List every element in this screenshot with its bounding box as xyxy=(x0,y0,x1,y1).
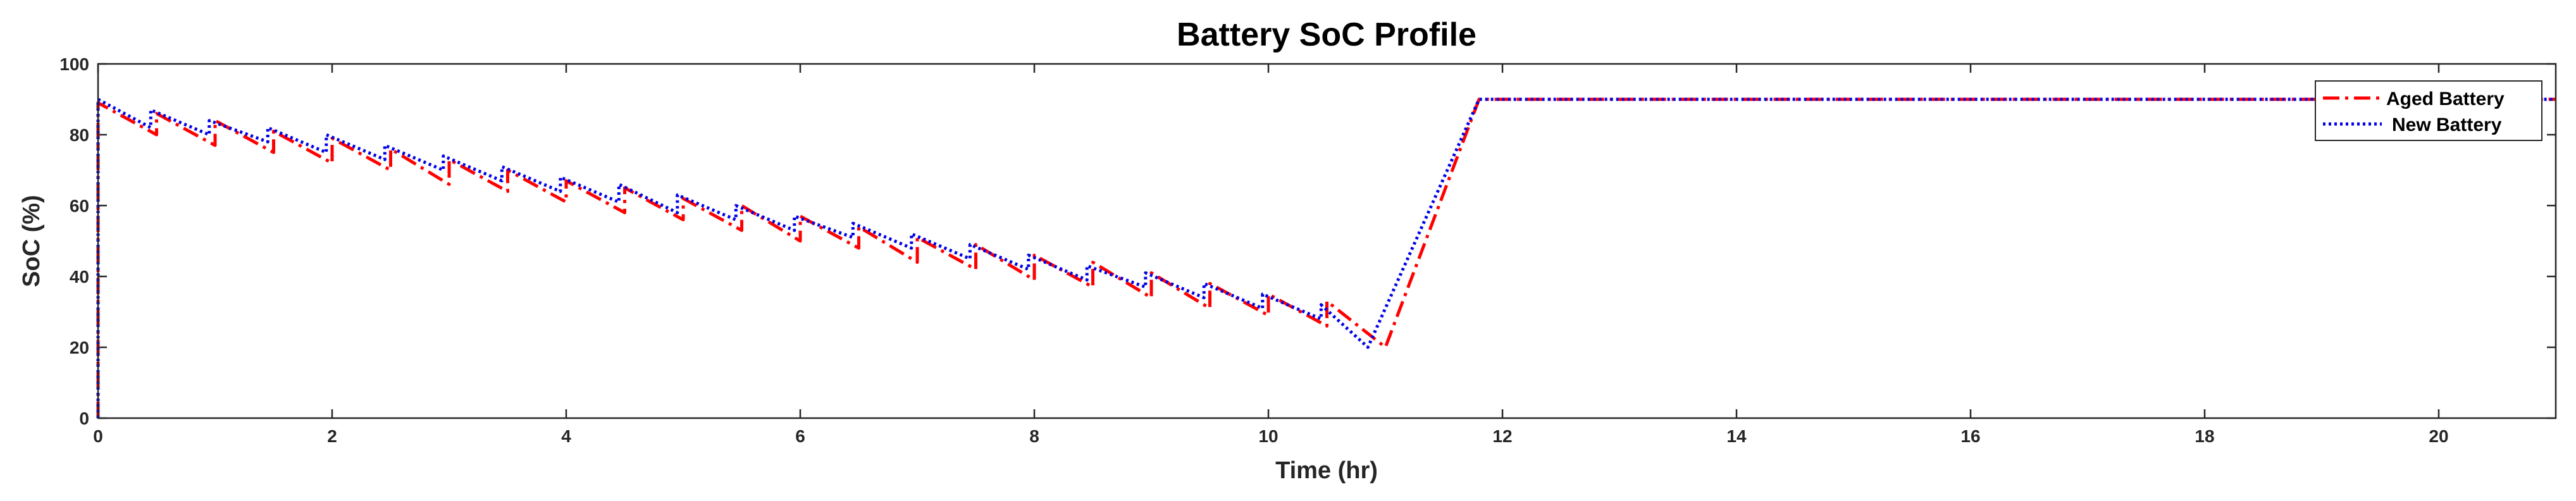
x-tick-label-2: 4 xyxy=(561,426,571,446)
y-tick-labels: 0 20 40 60 80 100 xyxy=(59,54,89,428)
x-tick-label-4: 8 xyxy=(1029,426,1039,446)
x-axis-title: Time (hr) xyxy=(1275,457,1378,484)
x-tick-label-5: 10 xyxy=(1258,426,1278,446)
y-tick-label-4: 80 xyxy=(70,125,89,145)
x-tick-label-10: 20 xyxy=(2429,426,2448,446)
x-tick-label-8: 16 xyxy=(1960,426,1980,446)
x-tick-label-3: 6 xyxy=(795,426,805,446)
legend-box xyxy=(2315,80,2542,141)
series-lines xyxy=(96,97,2556,418)
y-tick-label-3: 60 xyxy=(70,196,89,216)
series-line-aged-battery xyxy=(96,97,2556,418)
legend-label-aged-battery: Aged Battery xyxy=(2386,89,2505,109)
y-tick-label-1: 20 xyxy=(70,338,89,357)
chart-title: Battery SoC Profile xyxy=(1177,16,1477,53)
x-tick-label-0: 0 xyxy=(93,426,103,446)
x-tick-label-9: 18 xyxy=(2195,426,2214,446)
x-tick-label-1: 2 xyxy=(327,426,337,446)
x-tick-label-7: 14 xyxy=(1726,426,1747,446)
plot-area xyxy=(98,64,2556,418)
plot-frame xyxy=(97,63,2557,419)
series-line-new-battery xyxy=(96,97,2556,418)
x-tick-labels: 0 2 4 6 8 10 12 14 16 18 20 xyxy=(93,426,2448,446)
y-tick-label-0: 0 xyxy=(79,409,89,428)
legend-label-new-battery: New Battery xyxy=(2392,114,2502,135)
x-tick-label-6: 12 xyxy=(1492,426,1512,446)
y-axis-title: SoC (%) xyxy=(18,195,45,287)
y-tick-label-5: 100 xyxy=(59,54,89,74)
y-tick-label-2: 40 xyxy=(70,267,89,287)
legend: Aged Battery New Battery xyxy=(2315,80,2542,141)
